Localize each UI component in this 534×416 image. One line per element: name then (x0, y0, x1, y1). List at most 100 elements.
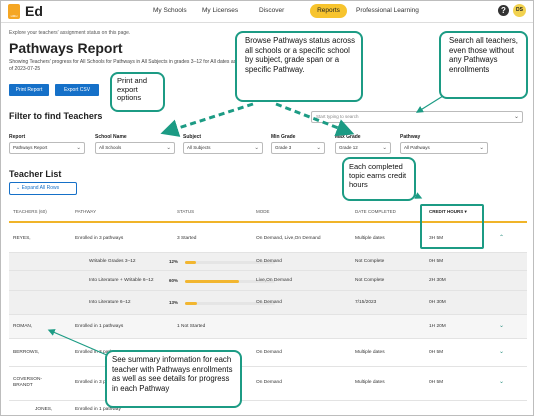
credit-hours-text: 1H 20M (429, 324, 446, 329)
mode-text: On Demand (256, 300, 282, 305)
chevron-down-icon: ⌄ (254, 145, 259, 151)
subject-label: Subject (183, 134, 202, 140)
pathway-value: All Pathways (404, 145, 430, 150)
subject-select[interactable]: All Subjects ⌄ (183, 142, 263, 154)
callout-print-export: Print and export options (110, 72, 165, 112)
max-grade-label: Max Grade (335, 134, 361, 140)
mode-text: On Demand (256, 350, 282, 355)
school-name-select[interactable]: All Schools ⌄ (95, 142, 175, 154)
report-label: Report (9, 134, 26, 140)
mode-text: On Demand, Live,On Demand (256, 236, 321, 241)
export-csv-button[interactable]: Export CSV (55, 84, 99, 96)
header-divider (9, 221, 527, 223)
date-text: Multiple dates (355, 380, 385, 385)
mode-text: On Demand (256, 380, 282, 385)
table-row[interactable]: BERROWS, Enrolled in 3 pathways On Deman… (9, 339, 527, 367)
max-grade-select[interactable]: Grade 12 ⌄ (335, 142, 391, 154)
col-credit-hours[interactable]: CREDIT HOURS ▾ (429, 209, 467, 215)
table-row[interactable]: JONES, Enrolled in 1 pathway (9, 401, 527, 415)
sort-down-icon: ▾ (464, 209, 467, 214)
table-row: Into Literature + Writable 6–12 60% Live… (9, 271, 527, 291)
pathway-summary: Enrolled in 3 pathways (75, 380, 124, 385)
subject-value: All Subjects (187, 145, 211, 150)
table-row[interactable]: REYES, Enrolled in 3 pathways 3 Started … (9, 223, 527, 253)
pathway-name: Into Literature 6–12 (89, 300, 131, 305)
expand-chevron-icon[interactable]: ⌄ (499, 323, 505, 329)
progress-bar (185, 302, 275, 305)
expand-chevron-icon[interactable]: ⌄ (499, 379, 505, 385)
credit-hours-highlight (420, 204, 484, 249)
credit-hours-text: 3H 5M (429, 236, 444, 241)
pathway-summary: Enrolled in 1 pathway (75, 407, 121, 412)
expand-all-rows-button[interactable]: ⌄ Expand All Rows (9, 182, 77, 195)
pathway-summary: Enrolled in 3 pathways (75, 236, 124, 241)
progress-percent: 13% (169, 300, 179, 305)
col-pathway[interactable]: PATHWAY (75, 209, 97, 214)
pathway-name: Into Literature + Writable 6–12 (89, 278, 154, 283)
report-select[interactable]: Pathways Report ⌄ (9, 142, 85, 154)
filter-title: Filter to find Teachers (9, 111, 103, 121)
help-icon[interactable]: ? (498, 5, 509, 16)
table-row: Writable Grades 3–12 12% On Demand Not C… (9, 253, 527, 271)
collapse-chevron-icon[interactable]: ⌃ (499, 235, 505, 241)
pathway-name: Writable Grades 3–12 (89, 259, 136, 264)
credit-hours-text: 0H 5M (429, 380, 444, 385)
teacher-name[interactable]: JONES, (35, 407, 53, 412)
teacher-name[interactable]: ROMAN, (13, 324, 33, 329)
hmh-logo-text: HMH (10, 14, 18, 18)
progress-percent: 60% (169, 278, 179, 283)
chevron-down-icon: ⌄ (382, 145, 387, 151)
print-report-button[interactable]: Print Report (9, 84, 49, 96)
nav-discover[interactable]: Discover (259, 7, 285, 14)
page-title: Pathways Report (9, 40, 123, 56)
nav-my-licenses[interactable]: My Licenses (202, 7, 239, 14)
pathway-select[interactable]: All Pathways ⌄ (400, 142, 488, 154)
ed-logo[interactable]: Ed (25, 3, 43, 19)
credit-hours-text: 0H 5M (429, 350, 444, 355)
min-grade-label: Min Grade (271, 134, 296, 140)
col-status[interactable]: STATUS (177, 209, 195, 214)
teacher-name[interactable]: BERROWS, (13, 350, 40, 355)
min-grade-select[interactable]: Grade 3 ⌄ (271, 142, 325, 154)
callout-summary: See summary information for each teacher… (105, 350, 242, 408)
progress-fill (185, 280, 239, 283)
nav-professional-learning[interactable]: Professional Learning (356, 7, 419, 14)
pathway-label: Pathway (400, 134, 421, 140)
col-teachers[interactable]: TEACHERS (60) (13, 209, 47, 214)
col-date-completed[interactable]: DATE COMPLETED (355, 209, 396, 214)
school-name-label: School Name (95, 134, 127, 140)
nav-my-schools[interactable]: My Schools (153, 7, 187, 14)
date-text: Not Complete (355, 259, 385, 264)
progress-fill (185, 261, 196, 264)
max-grade-value: Grade 12 (339, 145, 358, 150)
teacher-list-title: Teacher List (9, 169, 62, 179)
table-row[interactable]: ROMAN, Enrolled in 1 pathways 1 Not Star… (9, 315, 527, 339)
avatar[interactable]: DS (513, 4, 526, 17)
teacher-name[interactable]: COVERSON-BRANDT (13, 377, 43, 388)
table-row: Into Literature 6–12 13% On Demand 7/15/… (9, 291, 527, 315)
chevron-down-icon: ⌄ (316, 145, 321, 151)
callout-credit-hours: Each completed topic earns credit hours (342, 157, 416, 201)
teacher-name[interactable]: REYES, (13, 236, 31, 241)
date-text: Multiple dates (355, 236, 385, 241)
table-row[interactable]: COVERSON-BRANDT Enrolled in 3 pathways O… (9, 367, 527, 401)
col-credit-hours-label: CREDIT HOURS (429, 209, 464, 214)
school-name-value: All Schools (99, 145, 122, 150)
teacher-search-input[interactable]: Start typing to search ⌄ (311, 111, 523, 123)
status-text: 3 Started (177, 236, 197, 241)
nav-reports[interactable]: Reports (310, 4, 347, 18)
chevron-down-icon: ⌄ (479, 145, 484, 151)
col-mode[interactable]: MODE (256, 209, 270, 214)
mode-text: On Demand (256, 259, 282, 264)
status-text: 1 Not Started (177, 324, 206, 329)
arrow-to-school-filter (160, 102, 254, 137)
chevron-down-icon: ⌄ (16, 185, 22, 191)
expand-chevron-icon[interactable]: ⌄ (499, 349, 505, 355)
credit-hours-text: 0H 5M (429, 259, 444, 264)
progress-bar (185, 280, 275, 283)
callout-search: Search all teachers, even those without … (439, 31, 528, 99)
progress-fill (185, 302, 197, 305)
progress-bar (185, 261, 275, 264)
credit-hours-text: 0H 30M (429, 300, 446, 305)
